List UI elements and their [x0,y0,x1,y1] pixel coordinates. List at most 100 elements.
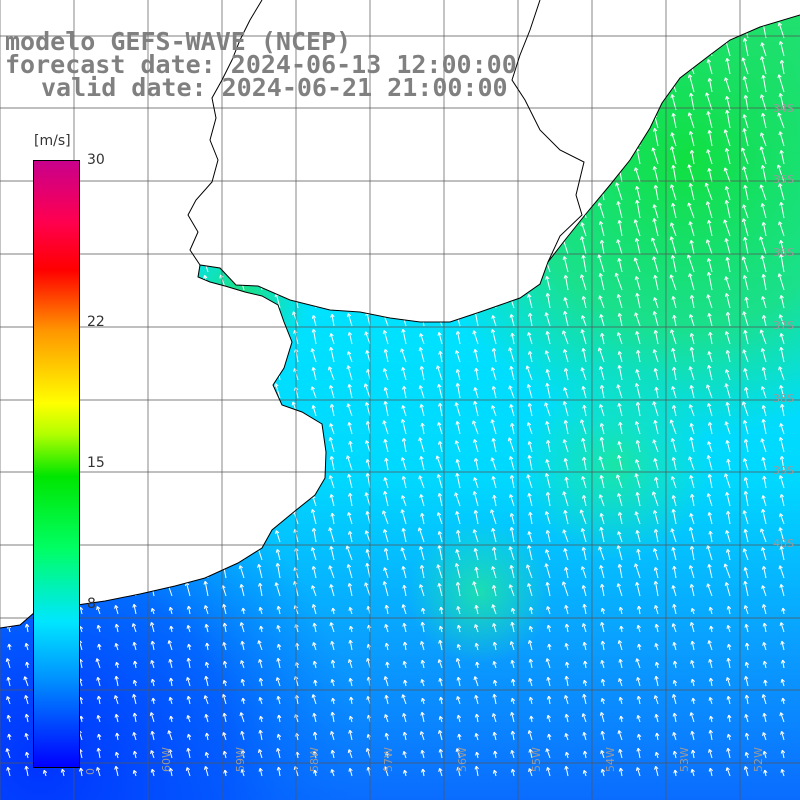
wind-vector [113,548,119,561]
wind-vector [544,219,551,237]
wind-vector [383,296,389,309]
wind-vector [690,493,695,507]
wind-vector [743,605,749,615]
wind-vector [437,440,443,453]
wind-vector [420,697,426,705]
wind-vector [186,715,191,723]
wind-vector [401,437,407,453]
wind-vector [436,168,443,183]
wind-vector [581,438,587,453]
wind-vector [491,145,497,165]
wind-vector [149,565,155,579]
wind-vector [653,15,659,21]
wind-vector [509,404,515,417]
wind-vector [744,386,749,399]
wind-vector [203,765,209,777]
wind-vector [743,368,749,381]
wind-vector [491,528,497,543]
wind-vector [669,274,677,291]
wind-vector [169,625,174,633]
wind-vector [652,401,659,417]
wind-vector [95,186,101,201]
wind-vector [183,167,191,183]
wind-vector [636,349,641,363]
wind-vector [364,148,371,165]
wind-vector [6,696,11,705]
wind-vector [527,545,533,561]
wind-vector [453,238,461,255]
wind-vector [689,346,695,363]
wind-vector [779,493,785,507]
wind-vector [671,547,677,561]
wind-vector [165,130,173,147]
wind-vector [708,696,713,705]
wind-vector [634,129,641,147]
longitude-label: 60W [160,747,173,772]
wind-vector [312,660,318,669]
wind-vector [112,256,119,273]
wind-vector [456,766,461,777]
wind-vector [527,294,533,309]
wind-vector [742,311,749,327]
wind-vector [510,332,515,345]
wind-vector [164,182,173,201]
wind-vector [183,563,191,579]
wind-vector [327,221,335,237]
wind-vector [725,349,731,363]
wind-vector [95,582,101,597]
wind-vector [114,528,119,543]
wind-vector [132,712,138,723]
wind-vector [474,624,479,633]
wind-vector [96,767,101,777]
wind-vector [455,382,461,399]
wind-vector [490,457,497,471]
wind-vector [509,512,515,525]
wind-vector [474,694,479,705]
wind-vector [311,273,317,291]
wind-vector [456,714,462,723]
wind-vector [239,294,245,309]
wind-vector [529,715,534,723]
wind-vector [166,111,173,129]
wind-vector [687,74,695,93]
wind-vector [778,221,785,237]
wind-vector [510,697,516,705]
wind-vector [670,438,677,453]
wind-vector [454,563,461,579]
wind-vector [526,201,533,219]
wind-vector [437,729,443,741]
wind-vector [328,366,335,381]
wind-vector [312,750,317,759]
wind-vector [382,275,389,291]
wind-vector [186,695,191,705]
wind-vector [345,545,353,561]
wind-vector [507,437,515,453]
wind-vector [419,333,425,345]
wind-vector [492,769,498,777]
wind-vector [490,113,497,129]
wind-vector [741,57,749,75]
wind-vector [583,660,588,669]
wind-vector [708,749,713,759]
longitude-label: 59W [234,747,247,772]
wind-vector [779,423,785,435]
wind-vector [239,346,245,363]
wind-vector [473,349,479,363]
wind-vector [544,167,551,183]
wind-vector [363,238,371,255]
wind-vector [708,331,713,345]
wind-vector [653,580,659,597]
wind-vector [654,623,659,633]
wind-vector [239,201,245,219]
wind-vector [131,386,137,399]
wind-vector [112,401,119,417]
wind-vector [598,546,605,561]
wind-vector [510,678,516,687]
wind-vector [635,491,641,507]
wind-vector [706,455,713,471]
wind-vector [762,712,767,723]
wind-vector [331,607,336,615]
wind-vector [331,697,336,705]
wind-vector [759,184,767,201]
